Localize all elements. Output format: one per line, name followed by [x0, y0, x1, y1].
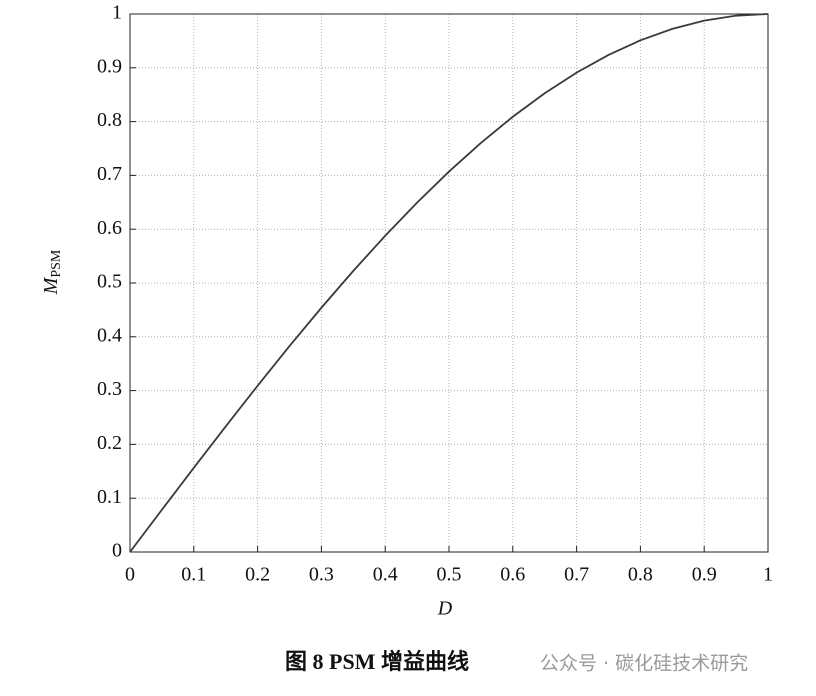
- y-tick-label: 0.9: [97, 55, 122, 77]
- x-tick-label: 0.5: [437, 564, 462, 586]
- x-tick-label: 0.9: [692, 564, 717, 586]
- y-axis-label-main: M: [40, 276, 62, 295]
- data-line: [129, 13, 769, 553]
- x-tick-label: 0.8: [628, 564, 653, 586]
- y-tick-label: 0: [112, 540, 122, 562]
- y-tick-label: 0.2: [97, 432, 122, 454]
- y-tick-label: 0.8: [97, 109, 122, 131]
- y-tick-label: 1: [112, 2, 122, 24]
- x-tick-label: 0.3: [309, 564, 334, 586]
- x-axis-label: D: [437, 598, 453, 620]
- x-tick-label: 0.7: [564, 564, 589, 586]
- y-tick-label: 0.6: [97, 217, 122, 239]
- x-tick-label: 0.6: [500, 564, 525, 586]
- y-axis-label-subscript: PSM: [49, 249, 64, 278]
- x-tick-label: 0: [125, 564, 135, 586]
- caption: 图 8 PSM 增益曲线: [285, 649, 469, 674]
- plot-frame: [129, 13, 769, 553]
- x-tick-label: 0.1: [181, 564, 206, 586]
- watermark: 公众号 · 碳化硅技术研究: [540, 653, 748, 675]
- y-tick-label: 0.5: [97, 271, 122, 293]
- x-tick-label: 0.2: [245, 564, 270, 586]
- y-tick-label: 0.3: [97, 378, 122, 400]
- x-tick-label: 1: [763, 564, 773, 586]
- x-tick-label: 0.4: [373, 564, 398, 586]
- y-tick-label: 0.1: [97, 486, 122, 508]
- y-axis-label: MPSM: [40, 249, 65, 295]
- y-tick-label: 0.7: [97, 163, 122, 185]
- y-tick-label: 0.4: [97, 324, 122, 346]
